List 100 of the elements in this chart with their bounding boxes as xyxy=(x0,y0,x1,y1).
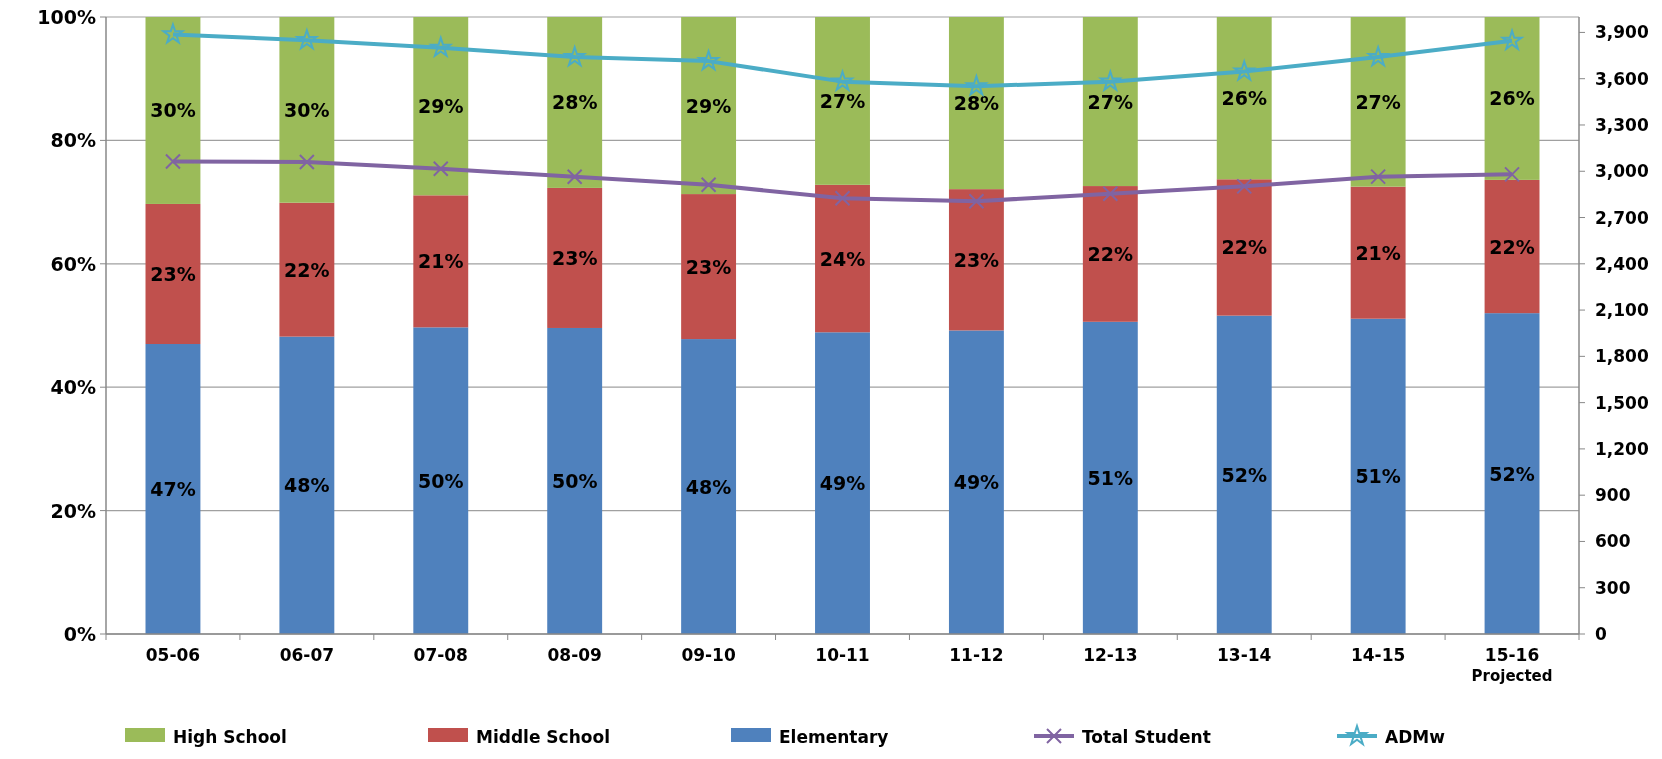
bar xyxy=(948,330,1004,634)
data-label: 52% xyxy=(1221,463,1267,486)
bar xyxy=(413,327,469,634)
bar xyxy=(1484,179,1540,314)
bar xyxy=(413,17,469,196)
y2-tick-label: 1,500 xyxy=(1595,392,1649,413)
y2-tick-label: 2,400 xyxy=(1595,253,1649,274)
y-tick-label: 0% xyxy=(63,623,96,645)
bar xyxy=(1484,17,1540,180)
y2-tick-label: 2,700 xyxy=(1595,207,1649,228)
y2-tick-label: 3,900 xyxy=(1595,22,1649,43)
bar xyxy=(413,195,469,328)
bar xyxy=(948,17,1004,190)
bar xyxy=(145,203,201,345)
data-label: 51% xyxy=(1087,466,1134,489)
y2-tick-label: 3,000 xyxy=(1595,161,1649,182)
bar xyxy=(681,339,737,634)
data-label: 27% xyxy=(1087,90,1134,113)
point xyxy=(834,190,851,207)
point xyxy=(1370,168,1387,185)
data-label: 27% xyxy=(819,89,866,112)
legend-label: Total Student xyxy=(1082,727,1211,747)
bar xyxy=(1350,17,1406,187)
bar xyxy=(547,327,603,634)
x-tick-label: 06-07 xyxy=(279,645,335,665)
point xyxy=(160,21,186,45)
x-tick-label: 09-10 xyxy=(681,645,736,665)
data-label: 22% xyxy=(284,258,330,281)
y2-tick-label: 2,100 xyxy=(1595,300,1649,321)
x-tick-label: 05-06 xyxy=(145,645,201,665)
y2-tick-label: 1,200 xyxy=(1595,438,1649,459)
x-tick-label: 12-13 xyxy=(1083,645,1138,665)
bar xyxy=(681,194,737,340)
data-label: 30% xyxy=(284,98,330,121)
data-label: 48% xyxy=(685,475,732,498)
point xyxy=(164,153,181,170)
data-label: 22% xyxy=(1221,236,1267,259)
y2-tick-label: 600 xyxy=(1595,531,1631,552)
x-tick-label: 08-09 xyxy=(547,645,602,665)
data-label: 47% xyxy=(150,478,196,501)
point xyxy=(1504,166,1521,183)
data-label: 22% xyxy=(1087,242,1134,265)
data-label: 49% xyxy=(819,472,866,495)
bar xyxy=(1216,179,1272,316)
bar xyxy=(948,189,1004,331)
y2-tick-label: 3,600 xyxy=(1595,68,1649,89)
data-label: 26% xyxy=(1221,87,1267,110)
data-label: 23% xyxy=(551,246,598,269)
y-tick-label: 60% xyxy=(50,252,96,275)
data-label: 22% xyxy=(1489,235,1535,258)
data-label: 23% xyxy=(150,262,196,285)
data-label: 21% xyxy=(418,250,464,273)
bar xyxy=(815,184,870,333)
x-tick-label: 10-11 xyxy=(815,645,870,665)
bar xyxy=(145,17,201,204)
point xyxy=(566,168,583,185)
data-label: 49% xyxy=(953,471,1000,494)
data-label: 28% xyxy=(953,92,1000,115)
data-label: 28% xyxy=(551,91,598,114)
y2-tick-label: 1,800 xyxy=(1595,346,1649,367)
x-tick-label: 15-16 Projected xyxy=(1471,645,1553,685)
legend-label: Elementary xyxy=(779,727,889,747)
legend-label: Middle School xyxy=(476,727,610,747)
bar xyxy=(815,17,870,185)
bar xyxy=(1350,318,1406,634)
bar xyxy=(279,17,335,203)
data-label: 50% xyxy=(551,469,598,492)
bar xyxy=(1350,186,1406,319)
y2-tick-label: 300 xyxy=(1595,577,1631,598)
data-label: 52% xyxy=(1489,462,1535,485)
point xyxy=(298,153,315,170)
point xyxy=(1098,68,1123,92)
point xyxy=(1499,27,1525,52)
y-tick-label: 80% xyxy=(50,129,96,152)
bar xyxy=(1484,313,1540,634)
y-tick-label: 20% xyxy=(50,499,96,522)
data-label: 26% xyxy=(1489,87,1535,110)
bar xyxy=(1082,17,1138,187)
point xyxy=(700,176,717,193)
data-label: 24% xyxy=(819,247,866,270)
bar xyxy=(815,332,870,634)
data-label: 21% xyxy=(1355,241,1401,264)
bar xyxy=(279,202,335,337)
data-label: 23% xyxy=(685,255,732,278)
x-tick-label: 07-08 xyxy=(413,645,468,665)
bar xyxy=(1216,17,1272,180)
point xyxy=(428,34,453,58)
bar xyxy=(1216,315,1272,634)
y-tick-label: 40% xyxy=(50,376,96,399)
y-tick-label: 100% xyxy=(37,6,96,28)
point xyxy=(1232,58,1257,82)
data-label: 30% xyxy=(150,99,196,122)
bar xyxy=(145,344,201,634)
data-label: 23% xyxy=(953,248,1000,271)
data-label: 51% xyxy=(1355,465,1401,488)
point xyxy=(1102,185,1119,202)
bar xyxy=(681,17,737,195)
point xyxy=(830,68,855,92)
point xyxy=(1236,178,1253,195)
bar xyxy=(547,17,603,188)
